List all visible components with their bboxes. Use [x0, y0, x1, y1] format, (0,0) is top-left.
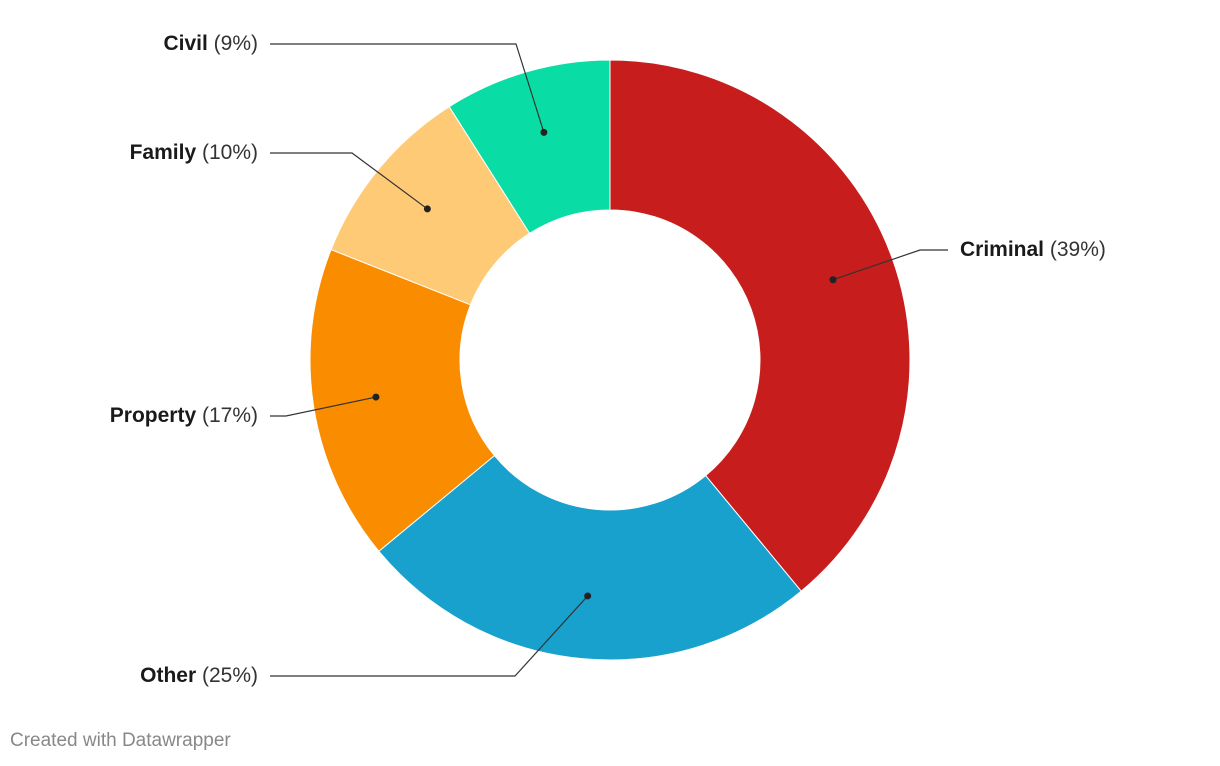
leader-lines-group	[270, 43, 948, 677]
label-name-property: Property	[110, 404, 197, 427]
label-percent-civil: (9%)	[208, 32, 258, 55]
slice-property[interactable]	[309, 248, 496, 552]
leader-dot-criminal	[829, 276, 837, 284]
leader-dot-family	[423, 205, 431, 213]
leader-line-other	[270, 595, 589, 677]
leader-dot-other	[584, 592, 592, 600]
slice-other[interactable]	[378, 454, 802, 661]
credit-text[interactable]: Created with Datawrapper	[10, 730, 231, 751]
labels-group: Criminal (39%) Other (25%) Property (17%) F…	[110, 32, 1106, 687]
label-family: Family (10%)	[130, 141, 258, 164]
label-name-civil: Civil	[163, 32, 207, 55]
label-name-other: Other	[140, 664, 196, 687]
leader-line-family	[270, 152, 428, 210]
label-percent-family: (10%)	[196, 141, 258, 164]
slices-group	[309, 59, 911, 661]
slice-criminal[interactable]	[609, 59, 911, 592]
leader-line-civil	[270, 43, 545, 133]
label-name-criminal: Criminal	[960, 238, 1044, 261]
leader-dot-property	[372, 393, 380, 401]
label-percent-property: (17%)	[196, 404, 258, 427]
leader-line-property	[270, 396, 377, 417]
label-percent-criminal: (39%)	[1044, 238, 1106, 261]
label-other: Other (25%)	[140, 664, 258, 687]
leader-dot-civil	[540, 128, 548, 136]
label-name-family: Family	[130, 141, 197, 164]
label-percent-other: (25%)	[196, 664, 258, 687]
label-criminal: Criminal (39%)	[960, 238, 1106, 261]
leader-line-criminal	[832, 249, 948, 281]
label-civil: Civil (9%)	[163, 32, 258, 55]
label-property: Property (17%)	[110, 404, 258, 427]
slice-civil[interactable]	[448, 59, 611, 235]
